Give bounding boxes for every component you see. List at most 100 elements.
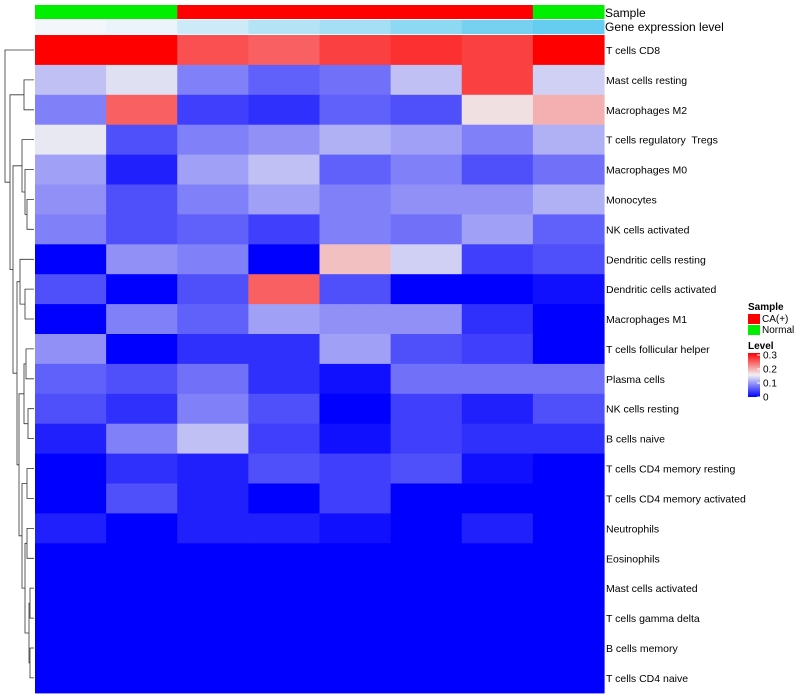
dendrogram-branch <box>24 288 34 320</box>
heatmap-cell <box>532 573 605 604</box>
expression-annotation-cell <box>319 20 392 34</box>
heatmap-cell <box>390 154 463 186</box>
track-label-expression: Gene expression level <box>605 20 724 34</box>
heatmap-cell <box>106 64 178 96</box>
heatmap-cell <box>35 184 107 215</box>
heatmap-cell <box>106 184 178 215</box>
heatmap-cell <box>532 244 605 275</box>
heatmap-cell <box>532 423 605 455</box>
row-dendrogram <box>4 49 34 679</box>
heatmap-cell <box>532 274 605 305</box>
heatmap-cell <box>390 453 463 485</box>
dendrogram-branch <box>21 139 34 193</box>
legend-ticks: 0.3 0.2 0.1 0 <box>757 351 777 404</box>
heatmap-cell <box>106 244 178 275</box>
row-label-t-cells-cd4-naive: T cells CD4 naive <box>606 673 688 685</box>
row-label-t-cells-gamma-delta: T cells gamma delta <box>606 613 700 625</box>
expression-annotation-cell <box>532 20 605 34</box>
dendrogram-branch <box>26 468 34 499</box>
heatmap-cell <box>248 453 321 485</box>
heatmap-cell <box>35 35 107 66</box>
row-label-t-cells-cd8: T cells CD8 <box>606 45 660 57</box>
heatmap-cell <box>532 603 605 634</box>
row-label-macrophages-m1: Macrophages M1 <box>606 314 687 326</box>
heatmap-cell <box>35 94 107 126</box>
heatmap-cell <box>532 513 605 544</box>
heatmap-cell <box>106 274 178 305</box>
heatmap-cell <box>319 274 392 305</box>
heatmap-cell <box>532 662 605 694</box>
dendrogram-branch <box>27 408 34 439</box>
heatmap-cell <box>532 94 605 126</box>
heatmap-cell <box>248 573 321 604</box>
dendrogram-branch <box>16 281 20 466</box>
heatmap-cell <box>390 423 463 455</box>
heatmap-cell <box>106 304 178 335</box>
legend: Sample CA(+) Normal Level 0.3 0.2 0.1 0 <box>748 302 794 404</box>
heatmap-cell <box>177 124 249 156</box>
heatmap-cell <box>390 662 463 694</box>
heatmap-cell <box>319 633 392 664</box>
heatmap-cell <box>177 35 249 66</box>
heatmap-cell <box>35 603 107 634</box>
heatmap-cell <box>35 274 107 305</box>
heatmap-cell <box>106 603 178 634</box>
heatmap-cell <box>319 603 392 634</box>
heatmap-cell <box>390 244 463 275</box>
heatmap-cell <box>177 274 249 305</box>
sample-annotation-cell <box>532 5 605 19</box>
sample-annotation-cell <box>35 5 107 19</box>
heatmap-cell <box>35 304 107 335</box>
heatmap-cell <box>35 513 107 544</box>
row-label-mast-cells-resting: Mast cells resting <box>606 75 687 87</box>
heatmap-cell <box>461 423 534 455</box>
heatmap-cell <box>106 483 178 514</box>
row-label-dendritic-cells-activated: Dendritic cells activated <box>606 284 716 296</box>
heatmap-cell <box>319 244 392 275</box>
heatmap-cell <box>177 244 249 275</box>
heatmap-cell <box>390 64 463 96</box>
expression-annotation-cell <box>390 20 463 34</box>
expression-annotation-cell <box>461 20 534 34</box>
heatmap-cell <box>390 513 463 544</box>
heatmap-cell <box>177 214 249 245</box>
heatmap-cell <box>461 573 534 604</box>
heatmap-cell <box>106 124 178 156</box>
heatmap-cell <box>319 513 392 544</box>
heatmap-cell <box>532 483 605 514</box>
dendrogram-branch <box>29 587 34 619</box>
heatmap-cell <box>248 633 321 664</box>
expression-annotation-cell <box>35 20 107 34</box>
legend-label-ca: CA(+) <box>762 314 788 325</box>
heatmap-cell <box>35 64 107 96</box>
heatmap-cell <box>532 64 605 96</box>
heatmap-cell <box>177 603 249 634</box>
heatmap-cell <box>532 124 605 156</box>
legend-tick-label: 0 <box>763 393 769 404</box>
heatmap-cell <box>106 513 178 544</box>
heatmap-cell <box>248 184 321 215</box>
heatmap-cell <box>461 154 534 186</box>
heatmap-cell <box>461 244 534 275</box>
heatmap-cell <box>461 124 534 156</box>
heatmap-cell <box>106 363 178 395</box>
row-label-t-cells-cd4-memory-resting: T cells CD4 memory resting <box>606 464 735 476</box>
heatmap-cell <box>461 393 534 425</box>
heatmap-cell <box>319 483 392 514</box>
heatmap-cell <box>248 304 321 335</box>
heatmap-cell <box>106 94 178 126</box>
heatmap-cell <box>390 363 463 395</box>
heatmap-cell <box>461 35 534 66</box>
heatmap-cell <box>248 244 321 275</box>
row-labels: T cells CD8 Mast cells resting Macrophages… <box>606 45 746 685</box>
heatmap-cell <box>390 483 463 514</box>
heatmap-cell <box>532 214 605 245</box>
dendrogram-branch <box>25 348 34 380</box>
heatmap-cell <box>319 94 392 126</box>
heatmap-cell <box>106 543 178 574</box>
heatmap-cell <box>532 184 605 215</box>
legend-color-bar <box>748 353 760 397</box>
heatmap-cell <box>248 423 321 455</box>
heatmap-cell <box>248 124 321 156</box>
heatmap-cell <box>532 334 605 365</box>
